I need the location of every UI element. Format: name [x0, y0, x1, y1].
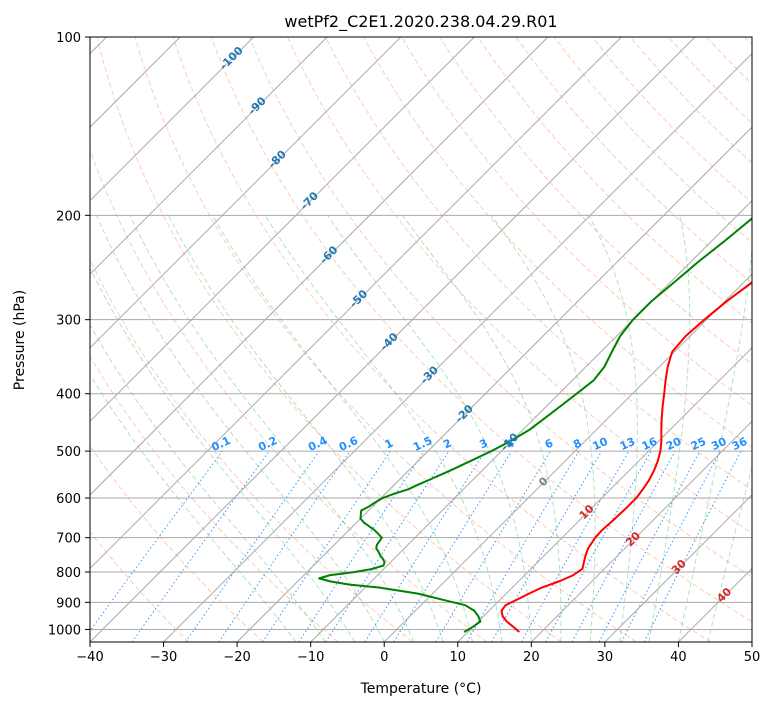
- moist-adiabat: [167, 215, 444, 642]
- mixing-ratio-label: 30: [709, 435, 729, 453]
- x-axis-label: Temperature (°C): [360, 681, 482, 697]
- x-tick-label: 10: [450, 650, 467, 665]
- moist-adiabat: [402, 215, 562, 642]
- mixing-ratio-label: 13: [618, 435, 637, 453]
- dry-adiabat: [96, 37, 562, 642]
- moist-adiabat: [648, 215, 691, 642]
- dry-adiabat: [90, 530, 190, 642]
- mixing-ratio-label: 36: [730, 435, 750, 453]
- dry-adiabat: [172, 37, 712, 642]
- dry-adiabat: [591, 37, 752, 204]
- mixing-ratio-line: [131, 450, 270, 642]
- moist-adiabat: [129, 215, 415, 642]
- moist-adiabat: [90, 323, 326, 642]
- y-tick-label: 100: [56, 31, 81, 46]
- x-tick-label: 50: [744, 650, 761, 665]
- x-tick-label: −10: [297, 650, 324, 665]
- mixing-ratio-line: [185, 450, 320, 642]
- moist-adiabat: [264, 215, 503, 642]
- mixing-ratio-line: [325, 450, 450, 642]
- mixing-ratio-line: [571, 450, 676, 642]
- axes-ticks: −40 −30 −20 −10 0 10 20 30 40 50 100 200 300 400 500 60…: [48, 31, 760, 665]
- moist-adiabat: [707, 464, 752, 642]
- isotherm: [530, 420, 752, 642]
- moist-adiabat: [90, 373, 297, 642]
- moist-adiabat: [490, 215, 596, 642]
- dry-adiabat: [90, 148, 488, 642]
- isotherm: [236, 126, 752, 642]
- y-tick-label: 400: [56, 388, 81, 403]
- moist-adiabat: [90, 266, 356, 642]
- isotherm: [90, 37, 402, 349]
- mixing-ratio-label: 16: [640, 435, 660, 453]
- x-tick-label: −40: [76, 650, 103, 665]
- isotherm: [90, 37, 328, 275]
- mixing-ratio-line: [90, 450, 223, 632]
- moist-adiabat: [588, 215, 638, 642]
- y-tick-label: 700: [56, 532, 81, 547]
- chart-title: wetPf2_C2E1.2020.238.04.29.R01: [284, 12, 557, 32]
- dry-adiabat: [248, 37, 752, 578]
- isotherm: [163, 52, 752, 642]
- mixing-ratio-line: [364, 450, 486, 642]
- x-tick-label: 40: [670, 650, 687, 665]
- y-axis-label: Pressure (hPa): [12, 290, 28, 390]
- dry-adiabat: [134, 37, 637, 642]
- mixing-ratio-line: [393, 450, 513, 642]
- mixing-ratio-label: 20: [664, 435, 684, 453]
- dry-adiabat: [515, 37, 752, 284]
- y-tick-label: 200: [56, 209, 81, 224]
- plot-frame: [89, 36, 753, 643]
- dry-adiabat: [210, 37, 752, 623]
- y-tick-label: 500: [56, 445, 81, 460]
- dry-adiabat: [477, 37, 752, 324]
- dry-adiabat: [401, 37, 752, 407]
- dewpoint-profile: [318, 217, 752, 633]
- dry-adiabat: [90, 355, 339, 642]
- moist-adiabat: [212, 215, 473, 642]
- isotherm: [90, 37, 549, 496]
- x-tick-label: 30: [597, 650, 614, 665]
- mixing-ratio-line: [491, 450, 603, 642]
- y-tick-label: 600: [56, 492, 81, 507]
- isotherm: [604, 494, 752, 642]
- y-tick-label: 900: [56, 596, 81, 611]
- y-tick-label: 1000: [48, 623, 81, 638]
- isotherm: [90, 37, 696, 642]
- isotherm: [383, 273, 752, 642]
- x-tick-label: 0: [380, 650, 388, 665]
- x-tick-label: 20: [523, 650, 540, 665]
- isotherm: [90, 37, 622, 570]
- isotherm: [310, 199, 752, 642]
- dry-adiabat: [90, 258, 413, 642]
- dry-adiabat: [325, 37, 752, 491]
- mixing-ratio-label: 10: [591, 435, 611, 453]
- moist-adiabat: [95, 215, 385, 642]
- y-tick-label: 300: [56, 314, 81, 329]
- mixing-ratio-line: [521, 450, 630, 642]
- dry-adiabat: [439, 37, 752, 365]
- y-tick-label: 800: [56, 566, 81, 581]
- moist-adiabat: [677, 242, 752, 642]
- x-tick-label: −30: [150, 650, 177, 665]
- isotherm: [90, 37, 255, 202]
- x-tick-label: −20: [223, 650, 250, 665]
- dry-adiabat: [286, 37, 752, 534]
- isotherm: [457, 347, 752, 642]
- plot-area: [90, 37, 752, 642]
- isotherm: [90, 37, 475, 423]
- temperature-profile: [500, 281, 752, 633]
- mixing-ratio-label: 25: [689, 435, 708, 453]
- mixing-ratio-line: [466, 450, 580, 642]
- mixing-ratio-line: [435, 450, 551, 642]
- mixing-ratio-line: [218, 450, 351, 642]
